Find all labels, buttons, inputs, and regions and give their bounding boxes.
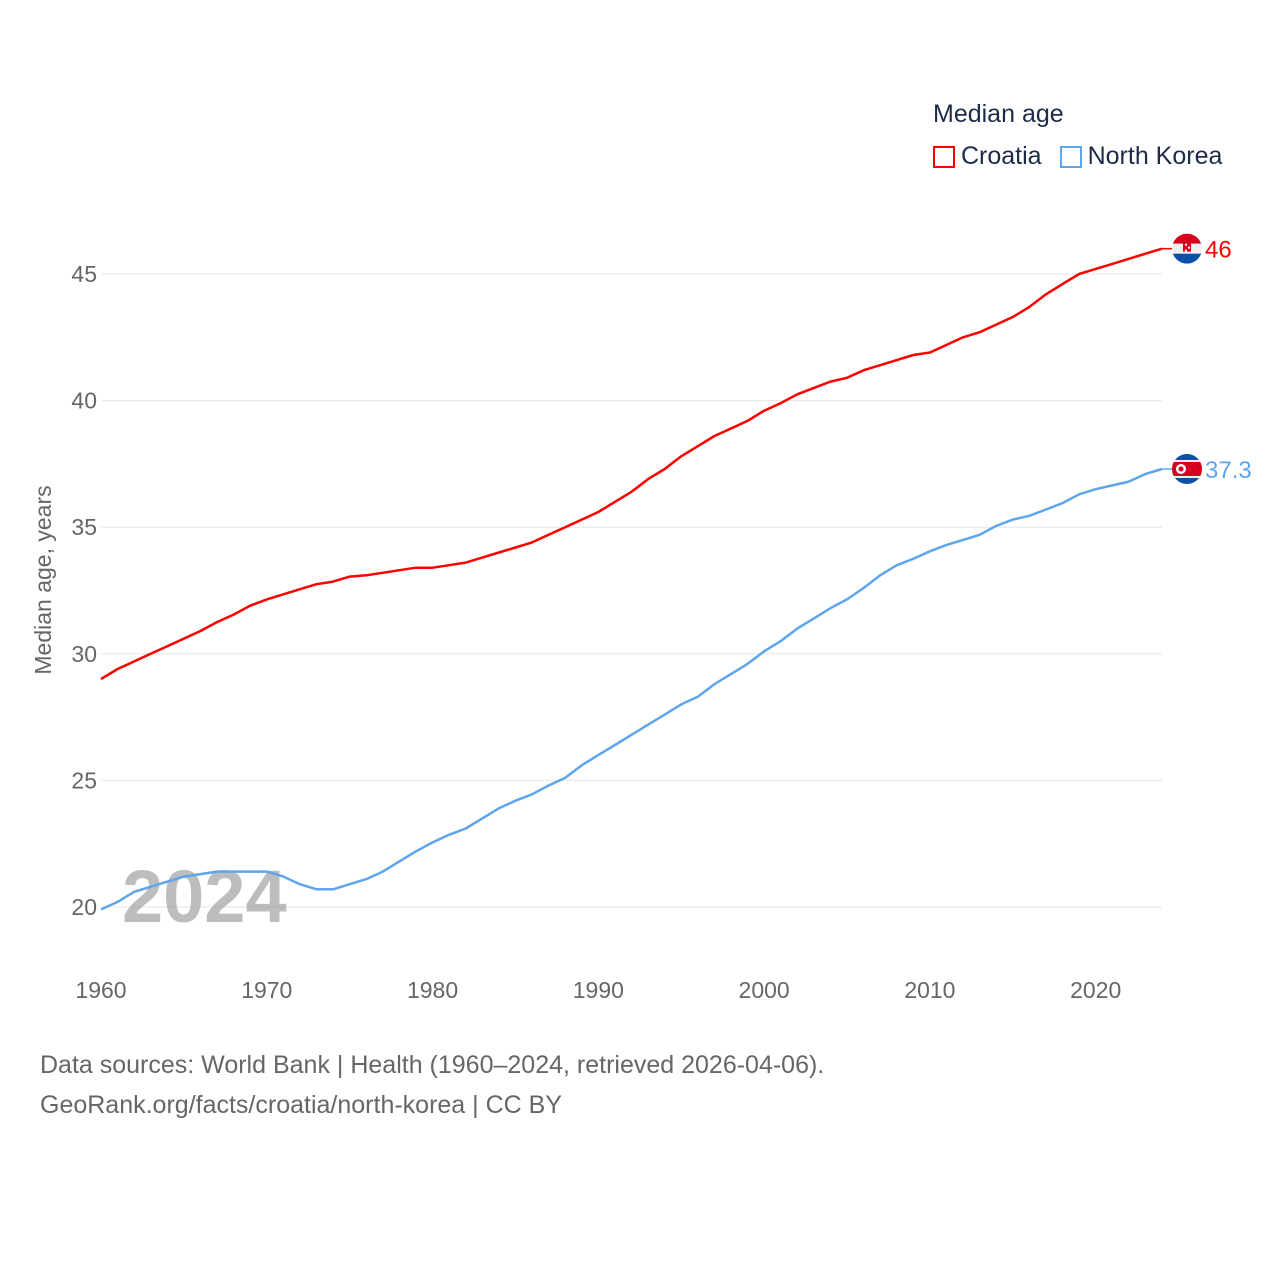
legend-label-croatia: Croatia: [961, 142, 1042, 170]
y-axis-label: Median age, years: [30, 485, 56, 674]
legend-swatch-croatia: [933, 145, 955, 168]
year-watermark: 2024: [122, 855, 287, 938]
y-tick-label: 40: [71, 388, 97, 414]
legend: Croatia North Korea: [933, 142, 1222, 171]
north-korea-flag-icon: [1172, 453, 1202, 484]
x-tick-label: 1960: [75, 977, 126, 1003]
x-tick-label: 2000: [739, 977, 790, 1003]
y-tick-label: 45: [71, 261, 97, 287]
legend-swatch-north-korea: [1059, 145, 1082, 168]
x-tick-label: 2010: [904, 977, 955, 1003]
x-tick-label: 1970: [241, 977, 292, 1003]
x-tick-label: 2020: [1070, 977, 1121, 1003]
y-tick-label: 20: [71, 894, 97, 920]
footer: Data sources: World Bank | Health (1960–…: [40, 1045, 824, 1125]
end-value-label: 46: [1205, 237, 1232, 264]
source-link[interactable]: GeoRank.org/facts/croatia/north-korea | …: [40, 1091, 562, 1119]
data-source-text: Data sources: World Bank | Health (1960–…: [40, 1051, 825, 1079]
y-tick-label: 30: [71, 641, 97, 667]
series-line-north-korea: [100, 467, 1163, 911]
end-value-label: 37.3: [1205, 457, 1252, 484]
y-tick-label: 35: [71, 514, 97, 540]
x-tick-label: 1980: [407, 977, 458, 1003]
series-line-croatia: [100, 247, 1163, 681]
legend-title: Median age: [933, 100, 1064, 128]
legend-item-croatia[interactable]: Croatia: [933, 142, 1042, 171]
croatia-flag-icon: [1172, 233, 1202, 264]
y-tick-label: 25: [71, 767, 97, 793]
legend-item-north-korea[interactable]: North Korea: [1059, 142, 1223, 171]
x-tick-label: 1990: [573, 977, 624, 1003]
legend-label-north-korea: North Korea: [1087, 142, 1223, 170]
